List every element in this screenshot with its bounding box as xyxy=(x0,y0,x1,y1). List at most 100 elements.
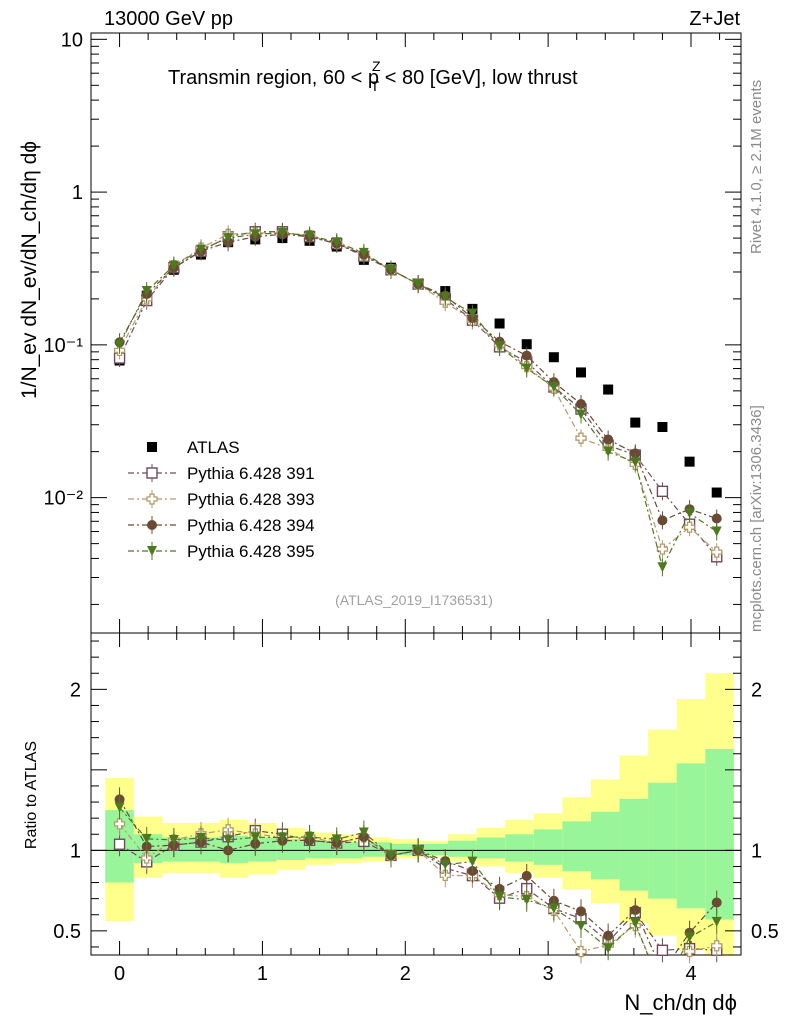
data-point xyxy=(684,932,695,943)
data-point xyxy=(440,859,451,870)
data-point xyxy=(331,237,342,248)
data-point xyxy=(331,834,342,845)
data-point xyxy=(114,802,125,813)
data-point xyxy=(711,940,723,952)
data-point xyxy=(711,487,722,498)
title-part: < 80 [GeV], low thrust xyxy=(379,67,578,89)
data-marks xyxy=(113,222,723,964)
data-point xyxy=(147,520,157,530)
ratio-band-green xyxy=(591,811,620,880)
data-point xyxy=(575,432,587,444)
data-point xyxy=(711,526,722,537)
ratio-band-green xyxy=(419,843,449,856)
data-point xyxy=(467,856,478,867)
data-point xyxy=(576,920,586,931)
labels: 0 1 2 3 4 10 1 10⁻¹ 10⁻² 0.5 0.5 1 1 2 2 ATLAS Pythia 6.… xyxy=(18,29,779,1015)
data-point xyxy=(304,831,315,842)
data-point xyxy=(683,521,696,533)
ratio-band-green xyxy=(362,842,391,857)
data-point xyxy=(114,339,125,350)
data-point xyxy=(277,832,288,843)
data-point xyxy=(603,384,614,395)
plot-title: Transmin region, 60 < pZ T < 80 [GeV], lo… xyxy=(168,58,578,94)
legend-entry: Pythia 6.428 394 xyxy=(187,516,315,535)
data-point xyxy=(684,508,695,519)
data-point xyxy=(196,832,206,843)
legend-entry: ATLAS xyxy=(187,438,240,457)
data-point xyxy=(656,944,669,956)
data-point xyxy=(657,421,668,432)
y-axis-label: 1/N_ev dN_ev/dN_ch/dη dϕ xyxy=(18,141,41,399)
data-point xyxy=(603,434,614,445)
title-part: Transmin region, 60 < p xyxy=(168,67,379,89)
data-point xyxy=(657,515,668,526)
data-point xyxy=(630,448,641,459)
data-point xyxy=(684,456,695,467)
series-line-ratio xyxy=(119,830,717,951)
data-point xyxy=(168,834,179,845)
x-tick-label: 1 xyxy=(257,963,268,985)
data-point xyxy=(711,513,722,524)
ratio-tick-label-right: 1 xyxy=(751,840,762,862)
title-sup: Z xyxy=(372,58,381,74)
y-tick-label: 10⁻¹ xyxy=(44,335,84,357)
data-point xyxy=(168,260,179,271)
data-point xyxy=(656,485,669,498)
series-4 xyxy=(114,223,722,961)
data-point xyxy=(548,381,559,392)
data-point xyxy=(413,845,424,856)
y-tick-label: 10 xyxy=(61,29,83,51)
data-point xyxy=(358,247,369,258)
ratio-band-green xyxy=(448,840,477,857)
data-point xyxy=(386,850,396,861)
y-tick-label: 10⁻² xyxy=(44,488,84,510)
data-point xyxy=(141,833,152,844)
data-point xyxy=(494,341,505,352)
ratio-band-green xyxy=(705,748,734,920)
data-point xyxy=(413,279,424,290)
data-point xyxy=(196,244,206,255)
ratio-tick-label-right: 0.5 xyxy=(751,921,779,943)
data-point xyxy=(494,892,505,903)
data-point xyxy=(250,229,261,240)
data-point xyxy=(358,827,369,838)
data-point xyxy=(250,832,261,843)
header-right: Z+Jet xyxy=(689,8,740,30)
ratio-axis-label: Ratio to ATLAS xyxy=(23,741,40,849)
data-point xyxy=(494,318,505,329)
data-point xyxy=(521,339,532,350)
data-point xyxy=(141,286,152,297)
data-point xyxy=(304,230,315,241)
series-line-ratio xyxy=(119,799,718,955)
data-point xyxy=(521,894,532,905)
data-point xyxy=(683,945,696,958)
data-point xyxy=(521,870,532,881)
data-point xyxy=(113,818,126,830)
data-point xyxy=(113,838,126,850)
data-point xyxy=(548,352,559,363)
data-point xyxy=(223,835,234,846)
data-point xyxy=(630,918,641,929)
data-point xyxy=(147,546,157,556)
data-point xyxy=(576,906,586,917)
data-point xyxy=(630,905,641,916)
data-point xyxy=(386,264,396,275)
data-point xyxy=(576,399,586,410)
data-point xyxy=(223,233,234,244)
data-point xyxy=(630,417,641,428)
series-line-ratio xyxy=(119,823,717,955)
data-point xyxy=(521,350,532,361)
analysis-id: (ATLAS_2019_I1736531) xyxy=(335,592,493,608)
ratio-band-green xyxy=(648,782,677,899)
ratio-band-green xyxy=(476,837,506,859)
header-left: 13000 GeV pp xyxy=(104,8,233,30)
data-point xyxy=(603,930,614,941)
legend-entry: Pythia 6.428 395 xyxy=(187,542,315,561)
ratio-plot-frame xyxy=(90,632,742,956)
ratio-band-green xyxy=(676,763,706,909)
data-point xyxy=(576,409,586,420)
x-axis-label: N_ch/dη dϕ xyxy=(624,990,737,1015)
ratio-band-green xyxy=(619,798,649,891)
ratio-tick-label-left: 1 xyxy=(70,840,81,862)
